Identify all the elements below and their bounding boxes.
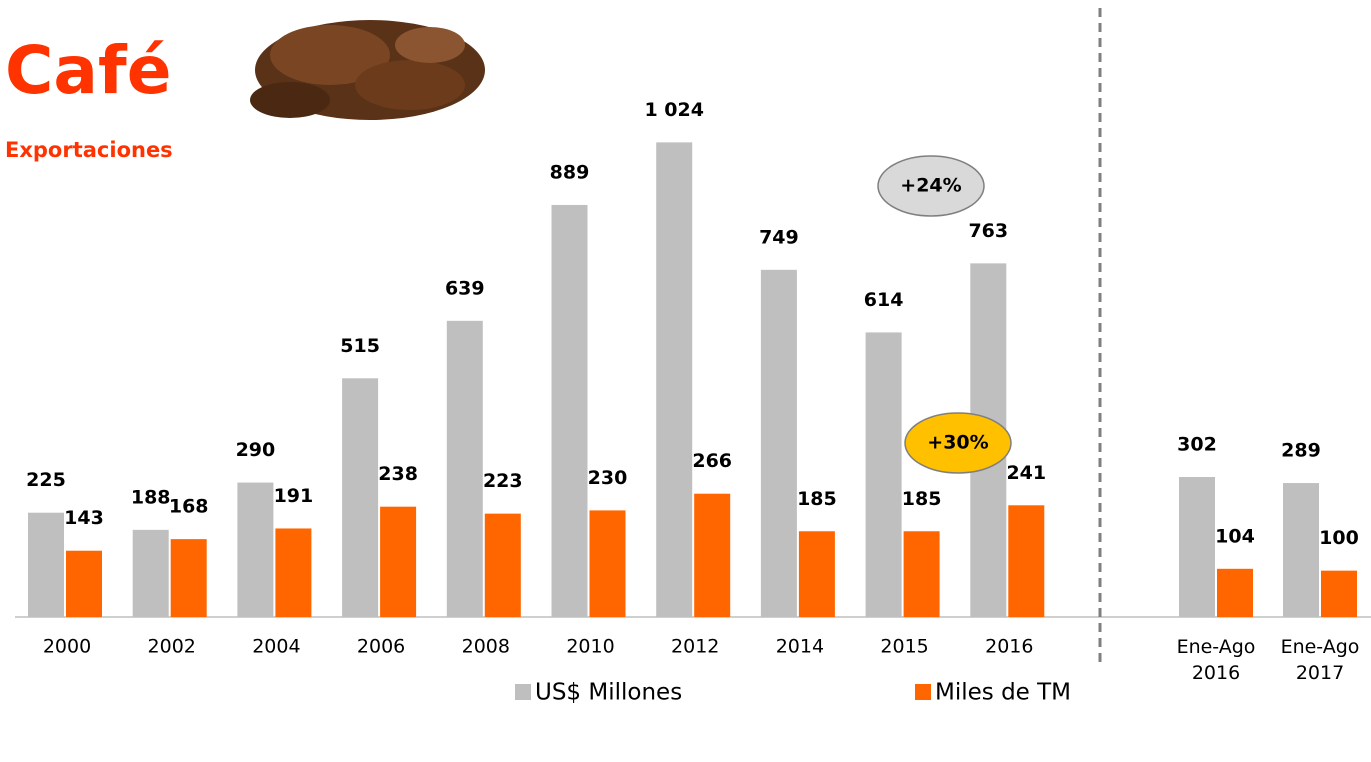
x-tick-label: 2010 xyxy=(566,636,614,658)
value-label: 515 xyxy=(340,335,380,357)
x-tick-label: 2004 xyxy=(252,636,300,658)
bar xyxy=(552,205,588,617)
value-label: 639 xyxy=(445,277,485,299)
bar xyxy=(799,531,835,617)
bar xyxy=(694,494,730,617)
bar xyxy=(66,551,102,617)
bar xyxy=(342,378,378,617)
legend-label: US$ Millones xyxy=(535,680,682,706)
title: Café xyxy=(5,32,171,109)
bar xyxy=(485,514,521,617)
subtitle: Exportaciones xyxy=(5,138,173,162)
bar xyxy=(237,483,273,617)
bar xyxy=(133,530,169,617)
value-label: 302 xyxy=(1177,434,1217,456)
value-label: 225 xyxy=(26,469,66,491)
x-tick-label: 2016 xyxy=(985,636,1033,658)
value-label: 188 xyxy=(131,486,171,508)
value-label: 266 xyxy=(692,450,732,472)
x-tick-label: 2015 xyxy=(880,636,928,658)
bar xyxy=(1008,505,1044,617)
value-label: 749 xyxy=(759,226,799,248)
value-label: 168 xyxy=(169,496,209,518)
bar xyxy=(904,531,940,617)
x-tick-label: 2014 xyxy=(776,636,824,658)
bar xyxy=(380,507,416,617)
annotation: +30% xyxy=(927,432,988,454)
bar xyxy=(866,332,902,617)
x-tick-label: Ene-Ago 2017 xyxy=(1280,634,1360,686)
value-label: 185 xyxy=(902,488,942,510)
chart: Café Exportaciones 2000 225 143 2002 188168 2… xyxy=(0,0,1371,762)
bar xyxy=(1321,571,1357,617)
x-tick-label: 2002 xyxy=(148,636,196,658)
value-label: 289 xyxy=(1281,440,1321,462)
x-tick-label: 2012 xyxy=(671,636,719,658)
value-label: 223 xyxy=(483,470,523,492)
annotation: +24% xyxy=(900,175,961,197)
bar xyxy=(1179,477,1215,617)
value-label: 889 xyxy=(550,161,590,183)
bar xyxy=(761,270,797,617)
bar xyxy=(1283,483,1319,617)
bar xyxy=(171,539,207,617)
bar xyxy=(447,321,483,617)
page: Café Exportaciones 2000 225 143 2002 188168 2… xyxy=(0,0,1371,762)
value-label: 763 xyxy=(968,220,1008,242)
value-label: 100 xyxy=(1319,527,1359,549)
x-tick-label: 2006 xyxy=(357,636,405,658)
value-label: 1 024 xyxy=(644,99,704,121)
bar xyxy=(1217,569,1253,617)
value-label: 185 xyxy=(797,488,837,510)
legend-swatch xyxy=(515,684,531,700)
value-label: 143 xyxy=(64,507,104,529)
x-tick-label: Ene-Ago 2016 xyxy=(1176,634,1256,686)
value-label: 191 xyxy=(274,485,314,507)
value-label: 238 xyxy=(378,463,418,485)
value-label: 290 xyxy=(236,439,276,461)
legend-swatch xyxy=(915,684,931,700)
value-label: 104 xyxy=(1215,525,1255,547)
bar xyxy=(590,510,626,617)
bar xyxy=(656,142,692,617)
value-label: 230 xyxy=(588,467,628,489)
bar xyxy=(275,528,311,617)
value-label: 614 xyxy=(864,289,904,311)
coffee-beans xyxy=(250,20,485,120)
x-tick-label: 2008 xyxy=(462,636,510,658)
bar xyxy=(28,513,64,617)
x-tick-label: 2000 xyxy=(43,636,91,658)
value-label: 241 xyxy=(1006,462,1046,484)
legend-label: Miles de TM xyxy=(935,680,1071,706)
